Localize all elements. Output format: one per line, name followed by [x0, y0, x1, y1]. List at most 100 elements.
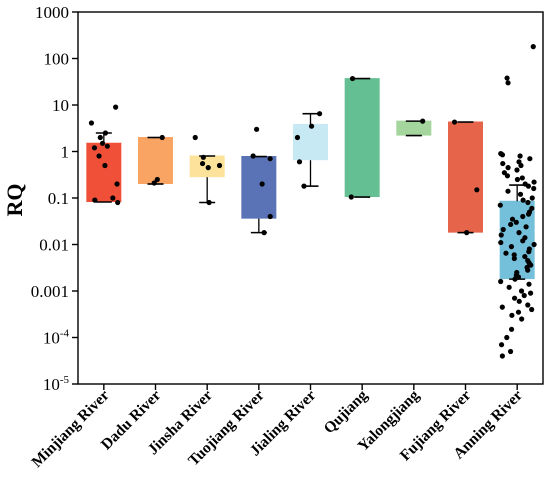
data-point — [503, 250, 509, 256]
data-point — [451, 119, 458, 125]
data-point — [498, 232, 504, 238]
data-point — [499, 152, 506, 158]
box-group-3 — [189, 134, 225, 206]
data-point — [498, 342, 505, 348]
data-point — [518, 162, 524, 169]
data-point — [504, 173, 511, 179]
data-point — [301, 183, 307, 189]
y-tick-label: 10 — [52, 96, 69, 115]
data-point — [505, 80, 511, 86]
data-point — [253, 126, 260, 132]
data-point — [504, 334, 510, 341]
data-point — [527, 290, 534, 296]
data-point — [154, 176, 160, 183]
data-point — [517, 191, 524, 197]
data-point — [509, 312, 515, 318]
y-tick-label: 10-4 — [43, 328, 70, 348]
data-point — [527, 156, 533, 162]
box-body — [344, 78, 380, 198]
data-point — [267, 213, 273, 220]
box-body — [241, 156, 277, 219]
data-point — [517, 153, 523, 159]
data-point — [500, 226, 506, 233]
data-point — [531, 185, 537, 192]
box-group-2 — [138, 134, 173, 186]
data-point — [523, 224, 529, 230]
data-point — [530, 44, 536, 50]
data-point — [505, 165, 511, 171]
data-point — [506, 284, 512, 290]
data-point — [525, 302, 531, 308]
box-body — [293, 124, 328, 161]
data-point — [526, 249, 532, 255]
data-point — [518, 288, 525, 294]
data-point — [508, 244, 515, 250]
data-point — [525, 267, 531, 273]
data-point — [531, 179, 537, 185]
data-point — [526, 281, 532, 287]
data-point — [267, 156, 273, 162]
data-point — [511, 295, 518, 301]
data-point — [500, 160, 506, 167]
data-point — [464, 230, 470, 236]
data-point — [151, 180, 157, 186]
box-group-8 — [448, 119, 483, 236]
data-point — [474, 187, 480, 193]
data-point — [296, 159, 303, 165]
data-point — [99, 140, 106, 146]
data-point — [294, 134, 301, 141]
data-point — [499, 304, 505, 310]
data-point — [498, 278, 504, 285]
data-point — [520, 238, 526, 244]
data-point — [508, 221, 514, 228]
box-body — [448, 122, 483, 233]
box-group-9 — [497, 44, 537, 359]
y-tick-label: 1 — [61, 143, 70, 162]
data-point — [113, 104, 119, 110]
data-point — [520, 213, 526, 220]
x-tick-label: Minjiang River — [28, 387, 112, 471]
data-point — [507, 348, 514, 355]
data-point — [420, 118, 426, 124]
data-point — [199, 160, 206, 167]
data-point — [519, 316, 525, 322]
data-point — [348, 194, 354, 200]
data-point — [102, 130, 109, 136]
box-group-4 — [241, 126, 277, 236]
data-point — [525, 211, 532, 217]
data-point — [261, 230, 267, 236]
data-point — [317, 111, 323, 117]
data-point — [91, 145, 98, 151]
data-point — [522, 253, 528, 260]
data-point — [349, 75, 356, 82]
data-point — [505, 188, 511, 194]
y-tick-label: 0.001 — [31, 282, 69, 301]
data-point — [521, 292, 527, 299]
data-point — [508, 326, 515, 332]
box-body — [138, 137, 173, 185]
data-point — [206, 199, 212, 206]
data-point — [514, 176, 521, 183]
y-axis-title: RQ — [2, 184, 27, 217]
box-group-6 — [344, 75, 380, 200]
data-point — [259, 181, 265, 187]
box-group-1 — [86, 104, 122, 206]
data-point — [516, 230, 522, 236]
data-point — [96, 153, 102, 159]
data-point — [519, 175, 525, 181]
data-point — [511, 255, 517, 262]
data-point — [102, 162, 108, 169]
data-point — [511, 252, 517, 258]
data-point — [110, 195, 116, 201]
data-point — [115, 199, 121, 206]
data-point — [92, 197, 98, 203]
data-point — [512, 276, 518, 282]
box-group-7 — [396, 118, 432, 137]
data-point — [159, 134, 165, 141]
data-point — [516, 298, 522, 304]
data-point — [205, 165, 211, 171]
data-point — [525, 199, 531, 206]
y-tick-label: 0.01 — [39, 236, 69, 255]
